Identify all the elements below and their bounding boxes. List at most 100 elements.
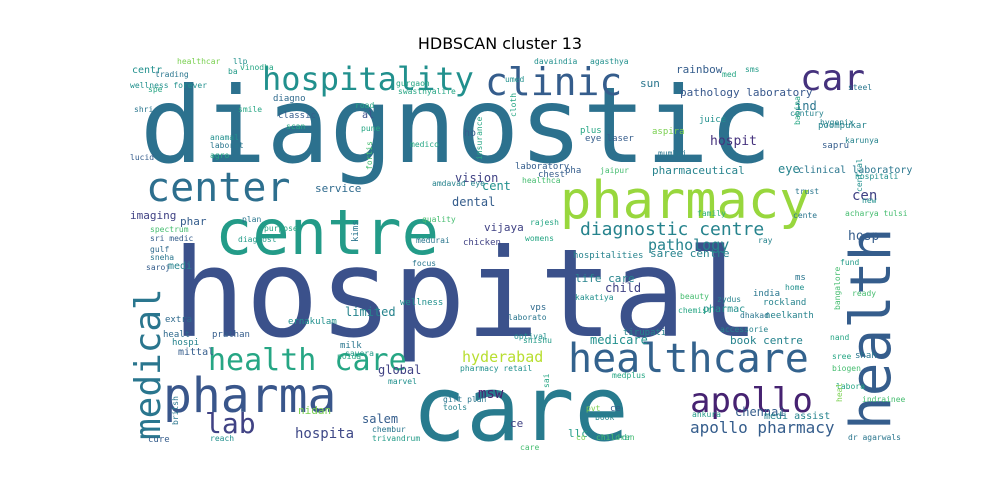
word-phar: phar [180, 215, 207, 228]
word-prathan: prathan [212, 330, 250, 340]
word-ce: ce [610, 404, 621, 414]
word-center: center [146, 165, 291, 211]
word-centr: centr [132, 65, 162, 76]
word-pathology-laboratory: pathology laboratory [680, 86, 813, 99]
word-smile: smile [238, 105, 262, 114]
word-med: med [722, 70, 737, 79]
word-chicken: chicken [463, 238, 501, 248]
word-care: care [520, 443, 539, 452]
word-fund: fund [840, 258, 859, 267]
word-cure: cure [148, 435, 170, 445]
chart-title: HDBSCAN cluster 13 [417, 34, 583, 53]
word-ind: ind [795, 99, 817, 113]
word-classic: classic [278, 111, 316, 121]
word-babina: babina [793, 96, 802, 125]
word-cente: cente [793, 211, 817, 220]
word-beauty: beauty [680, 292, 709, 301]
word-healthcare: healthcare [568, 336, 809, 382]
word-nidan: nidan [298, 404, 331, 417]
word-medi-assist: medi assist [764, 411, 830, 422]
word-book: book [595, 413, 614, 422]
word-extra: extra [165, 315, 192, 325]
word-clinical-laboratory: clinical laboratory [798, 165, 912, 176]
word-llp: llp [233, 57, 248, 66]
word-vinodha: vinodha [240, 63, 274, 72]
word-pune: pune [361, 124, 380, 133]
word-hygenix: hygenix [820, 118, 854, 127]
word-laborato: laborato [508, 313, 547, 322]
word-al: al [362, 110, 374, 121]
word-trading: trading [155, 70, 189, 79]
word-ready: ready [852, 289, 876, 298]
word-global: global [378, 363, 421, 377]
word-trivandrum: trivandrum [372, 434, 420, 443]
word-shah: shah [855, 351, 877, 361]
word-eye-laser: eye laser [585, 134, 634, 144]
word-dr: dr [622, 433, 632, 442]
word-century: century [790, 109, 824, 118]
word-reach: reach [210, 434, 234, 443]
word-neelkanth: neelkanth [765, 311, 814, 321]
word-swasthyalife: swasthyalife [398, 87, 456, 96]
word-family: family [697, 209, 726, 218]
word-scan: scan [286, 122, 305, 131]
word-pharmaceutical: pharmaceutical [652, 164, 745, 177]
word-poompukar: poompukar [818, 121, 867, 131]
word-diagnost: diagnost [238, 235, 277, 244]
word-aspira: aspira [652, 127, 685, 137]
word-gift-plan: gift plan [443, 395, 487, 404]
word-hospitalities: hospitalities [573, 251, 643, 261]
word-wellness-forever: wellness forever [130, 81, 207, 90]
word-apollo-pharmacy: apollo pharmacy [690, 418, 835, 437]
word-chembur: chembur [372, 425, 406, 434]
word-healt: healt [163, 330, 190, 340]
word-shri: shri [134, 105, 153, 114]
word-hospi: hospi [172, 338, 199, 348]
word-pharmacy: pharmacy [560, 171, 810, 231]
word-hospital: hospital [172, 223, 760, 365]
word-pathology: pathology [648, 236, 729, 254]
word-sree: sree [832, 352, 851, 361]
word-ho: ho [464, 128, 476, 139]
word-fortis: fortis [365, 141, 374, 170]
word-hospita: hospita [295, 426, 354, 442]
word-cent: cent [482, 179, 511, 193]
word-clinic: clinic [485, 60, 622, 104]
word-imaging: imaging [130, 209, 176, 222]
word-steel: steel [848, 83, 872, 92]
word-heal: heal [835, 383, 844, 402]
word-rajesh: rajesh [530, 218, 559, 227]
word-sapru: sapru [822, 141, 849, 151]
word-rainbow: rainbow [676, 63, 723, 76]
word-anamal: anamal [210, 133, 239, 142]
word-cen: cen [852, 188, 877, 204]
word-healthca: healthca [522, 176, 561, 185]
word-laboratory: laboratory [515, 162, 570, 172]
word-plan: plan [242, 215, 261, 224]
word-chest: chest [538, 170, 565, 180]
word-road: road [355, 101, 374, 110]
word-pha: pha [565, 166, 581, 176]
word-home: home [785, 283, 804, 292]
word-care: care [412, 357, 629, 462]
word-biogen: biogen [832, 364, 861, 373]
word-karunya: karunya [845, 136, 879, 145]
word-medplus: medplus [612, 371, 646, 380]
word-dr-agarwals: dr agarwals [848, 433, 901, 442]
word-lab: lab [205, 407, 256, 440]
word-limited: limited [345, 305, 396, 319]
word-diagno: diagno [273, 94, 306, 104]
word-hospit: hospit [710, 134, 757, 149]
word-child: child [605, 281, 641, 295]
word-spectrum: spectrum [150, 225, 189, 234]
word-msw: msw [478, 386, 504, 402]
word-mumbai: mumbai [658, 149, 687, 158]
word-agasthya: agasthya [590, 57, 629, 66]
word-pvt: pvt [586, 404, 601, 413]
word-sneha: sneha [150, 253, 174, 262]
word-car: car [800, 58, 865, 99]
word-sms: sms [745, 65, 760, 74]
word-pharma: pharma [163, 368, 336, 424]
word-davaindia: davaindia [534, 57, 578, 66]
